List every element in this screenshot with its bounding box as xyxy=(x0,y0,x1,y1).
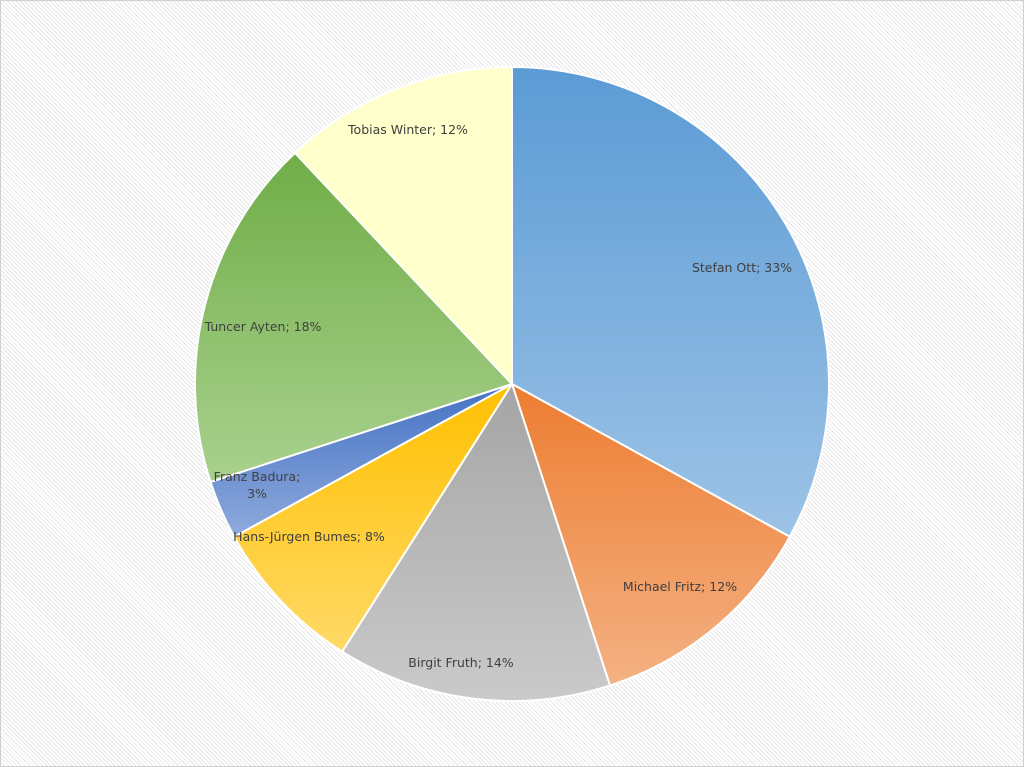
data-label: Franz Badura; xyxy=(214,469,301,484)
pie-slice-stefan-ott xyxy=(511,65,830,539)
pie-slice-michael-fritz xyxy=(510,381,792,687)
data-label: Tobias Winter; 12% xyxy=(347,122,468,137)
data-label: 3% xyxy=(247,486,267,501)
pie-slice-tobias-winter xyxy=(293,65,513,387)
data-label: Tuncer Ayten; 18% xyxy=(204,319,322,334)
pie-slice-tuncer-ayten xyxy=(194,151,514,484)
data-label: Birgit Fruth; 14% xyxy=(408,655,514,670)
data-label: Stefan Ott; 33% xyxy=(692,260,792,275)
pie-slice-birgit-fruth xyxy=(340,381,612,702)
pie-slice-hans-j-rgen-bumes xyxy=(232,383,513,654)
data-label: Michael Fritz; 12% xyxy=(623,579,737,594)
data-label: Hans-Jürgen Bumes; 8% xyxy=(233,529,385,544)
